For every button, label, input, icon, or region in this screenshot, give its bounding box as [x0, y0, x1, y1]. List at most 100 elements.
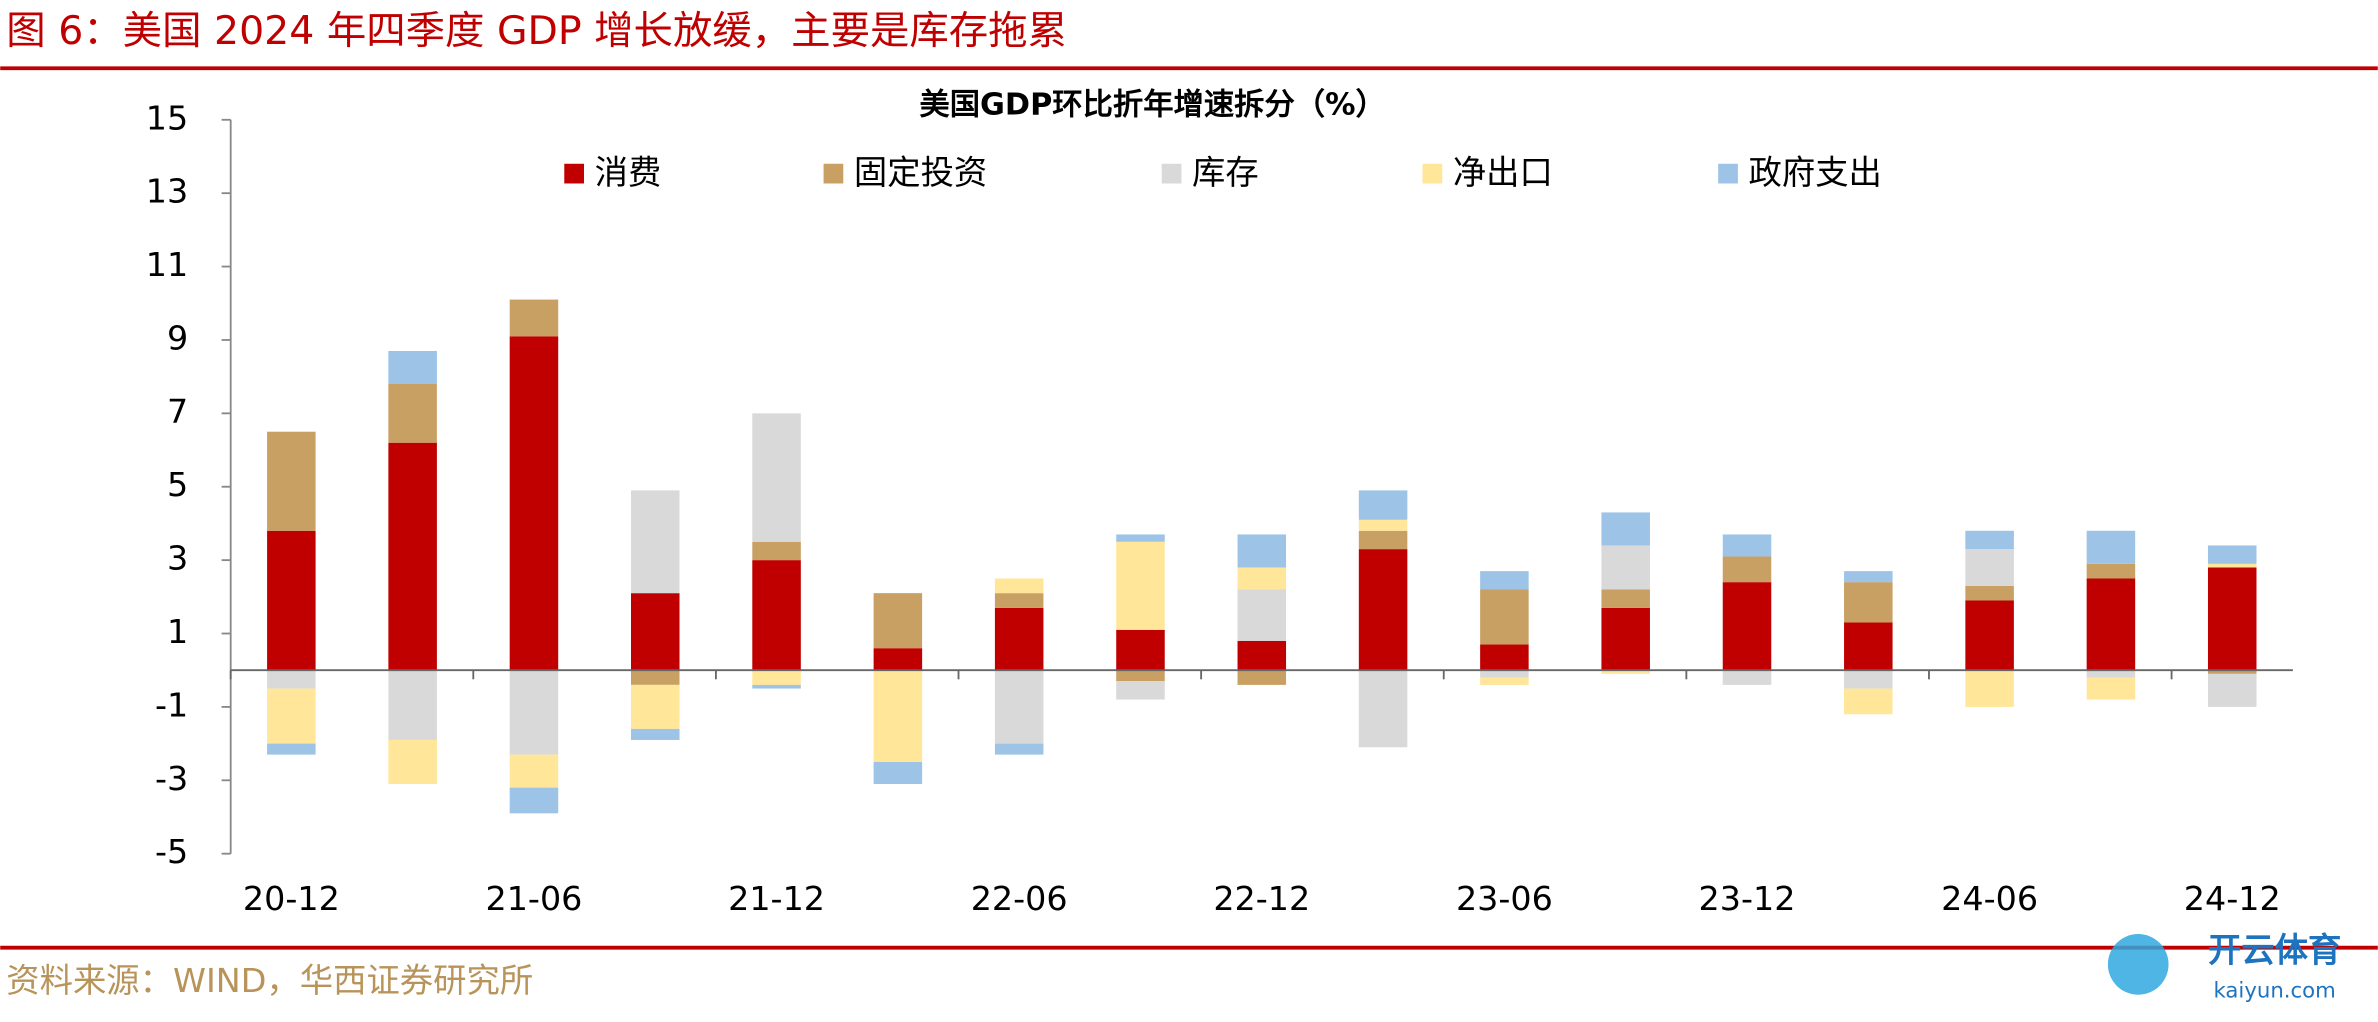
bar-segment: [1237, 567, 1287, 590]
bar-segment: [1601, 545, 1650, 590]
bar-segment: [267, 530, 316, 671]
bar-segment: [752, 670, 801, 685]
bar-segment: [1358, 490, 1408, 520]
bar-segment: [1237, 589, 1287, 641]
bar-segment: [1116, 670, 1165, 682]
watermark-name: 开云体育: [2208, 931, 2341, 970]
bar-segment: [1480, 670, 1529, 678]
bar-segment: [752, 684, 801, 689]
bar-segment: [630, 684, 680, 729]
bar-segment: [1237, 640, 1287, 671]
bar-segment: [2086, 578, 2136, 671]
bar-segment: [2086, 563, 2136, 579]
y-tick-label: 15: [146, 98, 188, 137]
bar-segment: [1601, 589, 1650, 608]
bar-segment: [1844, 622, 1893, 671]
bar-segment: [1601, 670, 1650, 674]
bar-segment: [1965, 670, 2014, 707]
y-tick-label: 5: [167, 465, 188, 504]
bar-segment: [509, 754, 559, 788]
bar-segment: [388, 739, 437, 784]
bar-segment: [2207, 670, 2257, 674]
bar-segment: [388, 383, 437, 443]
bar-segment: [630, 593, 680, 671]
bar-segment: [1116, 681, 1165, 700]
x-tick-label: 22-12: [1213, 879, 1310, 918]
chart-title: 美国GDP环比折年增速拆分（%）: [919, 87, 1385, 123]
x-tick-label: 24-12: [2184, 879, 2281, 918]
bar-segment: [1965, 600, 2014, 671]
bar-segment: [1480, 677, 1529, 685]
bar-segment: [630, 728, 680, 740]
bar-segment: [1358, 519, 1408, 531]
x-tick-label: 21-12: [728, 879, 825, 918]
bar-segment: [509, 336, 559, 671]
y-tick-label: 9: [167, 318, 188, 357]
bar-segment: [994, 578, 1044, 594]
x-tick-label: 21-06: [486, 879, 583, 918]
bar-segment: [994, 607, 1044, 671]
x-tick-label: 22-06: [971, 879, 1068, 918]
y-tick-label: 3: [167, 539, 188, 578]
bar-segment: [267, 688, 316, 744]
bar-segment: [752, 413, 801, 542]
y-tick-label: 7: [167, 392, 188, 431]
bar-segment: [1722, 670, 1772, 685]
bar-segment: [1844, 688, 1893, 715]
source-note: 资料来源：WIND，华西证券研究所: [6, 961, 533, 1000]
bar-segment: [509, 787, 559, 814]
legend-swatch: [564, 163, 584, 184]
bar-segment: [2086, 670, 2136, 678]
y-tick-label: 13: [146, 172, 188, 211]
legend-swatch: [1422, 163, 1443, 184]
bar-segment: [752, 560, 801, 671]
bar-segment: [630, 490, 680, 594]
bar-segment: [1116, 629, 1165, 671]
bar-segment: [873, 761, 923, 784]
bar-segment: [873, 593, 923, 649]
bar-segment: [1601, 607, 1650, 671]
bar-segment: [752, 541, 801, 561]
y-tick-label: -3: [155, 759, 188, 798]
figure-title: 图 6：美国 2024 年四季度 GDP 增长放缓，主要是库存拖累: [6, 8, 1067, 54]
watermark-url: kaiyun.com: [2214, 979, 2336, 1004]
x-tick-label: 23-12: [1699, 879, 1796, 918]
bar-segment: [1116, 534, 1165, 542]
bar-segment: [267, 670, 316, 689]
legend-swatch: [1718, 163, 1738, 184]
bar-segment: [1722, 582, 1772, 671]
x-tick-label: 20-12: [243, 879, 340, 918]
bar-segment: [1601, 512, 1650, 546]
bar-segment: [1844, 582, 1893, 623]
watermark-logo: [2107, 934, 2169, 995]
bar-segment: [1480, 589, 1529, 645]
bar-segment: [1844, 670, 1893, 689]
bar-segment: [994, 670, 1044, 744]
bar-segment: [994, 593, 1044, 608]
bar-segment: [2207, 567, 2257, 671]
bar-segment: [2086, 677, 2136, 700]
legend-label: 政府支出: [1749, 153, 1882, 192]
bar-segment: [388, 442, 437, 671]
bar-segment: [1844, 571, 1893, 583]
legend-label: 库存: [1192, 153, 1259, 192]
bar-segment: [1965, 549, 2014, 586]
bar-segment: [1480, 644, 1529, 671]
bar-segment: [1116, 541, 1165, 630]
x-tick-label: 24-06: [1941, 879, 2038, 918]
bar-segment: [1358, 530, 1408, 550]
bar-segment: [1358, 549, 1408, 671]
bar-segment: [1358, 670, 1408, 748]
bar-segment: [1237, 534, 1287, 568]
legend-label: 消费: [595, 153, 662, 192]
legend-label: 固定投资: [854, 153, 987, 192]
bar-segment: [2086, 530, 2136, 564]
bar-segment: [509, 670, 559, 755]
bar-segment: [1722, 534, 1772, 557]
y-tick-label: 11: [146, 245, 188, 284]
x-tick-label: 23-06: [1456, 879, 1553, 918]
bar-segment: [2207, 563, 2257, 568]
bar-segment: [1965, 530, 2014, 550]
